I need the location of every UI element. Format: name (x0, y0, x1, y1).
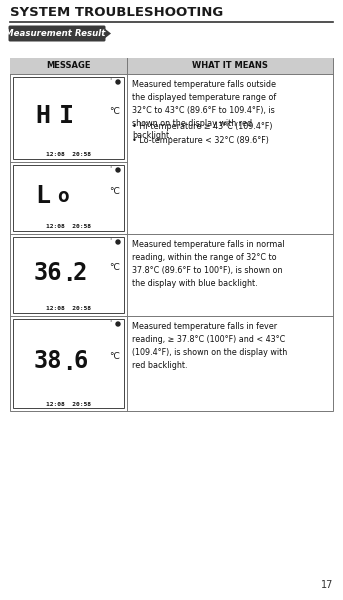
Text: WHAT IT MEANS: WHAT IT MEANS (192, 61, 268, 70)
Text: o: o (57, 187, 69, 205)
Text: 12:08  20:58: 12:08 20:58 (46, 152, 91, 157)
Text: °C: °C (109, 187, 119, 196)
Text: 12:08  20:58: 12:08 20:58 (46, 224, 91, 229)
Text: 6: 6 (73, 349, 87, 373)
Text: 12:08  20:58: 12:08 20:58 (46, 307, 91, 311)
Text: Measured temperature falls outside
the displayed temperature range of
32°C to 43: Measured temperature falls outside the d… (132, 80, 276, 140)
Text: Measured temperature falls in fever
reading, ≥ 37.8°C (100°F) and < 43°C
(109.4°: Measured temperature falls in fever read… (132, 322, 287, 370)
Text: Measured temperature falls in normal
reading, within the range of 32°C to
37.8°C: Measured temperature falls in normal rea… (132, 240, 285, 287)
Text: °: ° (110, 238, 112, 244)
Text: Measurement Result: Measurement Result (5, 29, 105, 38)
Text: °C: °C (109, 352, 119, 361)
Text: 36: 36 (33, 261, 62, 285)
Circle shape (116, 240, 120, 244)
Text: °C: °C (109, 107, 119, 115)
Text: .: . (62, 353, 75, 373)
Text: • Hi-temperature ≥ 43°C (109.4°F)
• Lo-temperature < 32°C (89.6°F): • Hi-temperature ≥ 43°C (109.4°F) • Lo-t… (132, 122, 272, 145)
Bar (13, 237, 124, 313)
Text: L: L (35, 184, 50, 208)
Text: .: . (62, 265, 75, 285)
Text: H: H (35, 104, 50, 128)
Text: MESSAGE: MESSAGE (46, 61, 91, 70)
Circle shape (116, 322, 120, 326)
Text: °: ° (110, 166, 112, 172)
Text: 38: 38 (33, 349, 62, 373)
Bar (13, 77, 124, 159)
Bar (13, 319, 124, 408)
Text: °C: °C (109, 263, 119, 272)
Bar (10, 58, 333, 74)
Text: 12:08  20:58: 12:08 20:58 (46, 401, 91, 407)
Bar (10, 58, 333, 411)
Polygon shape (104, 28, 111, 39)
Text: °: ° (110, 320, 112, 325)
Text: 17: 17 (321, 580, 333, 590)
Text: SYSTEM TROUBLESHOOTING: SYSTEM TROUBLESHOOTING (10, 7, 223, 19)
FancyBboxPatch shape (9, 25, 106, 41)
Text: 2: 2 (73, 261, 87, 285)
Bar (13, 165, 124, 231)
Text: I: I (59, 104, 74, 128)
Circle shape (116, 168, 120, 172)
Circle shape (116, 80, 120, 84)
Text: °: ° (110, 79, 112, 83)
